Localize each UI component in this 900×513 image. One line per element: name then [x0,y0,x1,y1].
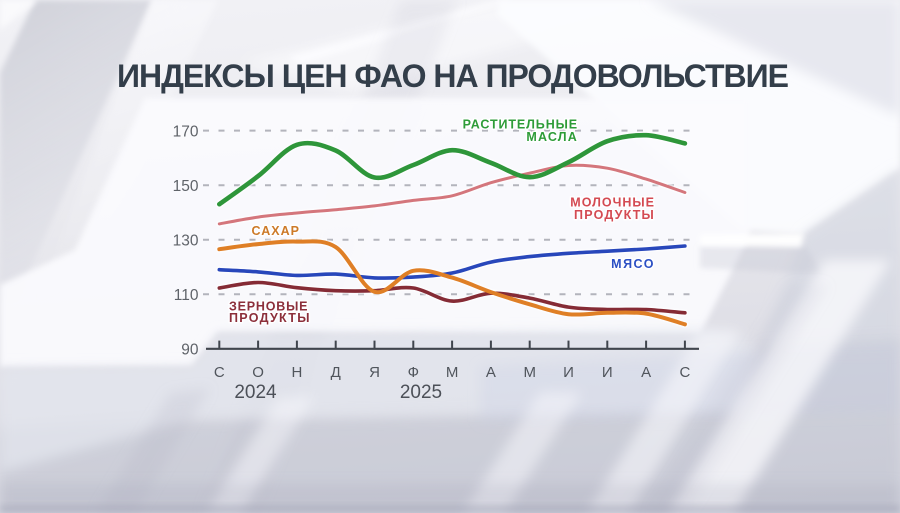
svg-text:М: М [523,364,536,381]
svg-text:150: 150 [173,178,199,195]
svg-text:О: О [252,364,264,381]
svg-text:Ф: Ф [408,364,419,381]
svg-text:С: С [679,364,690,381]
svg-text:Я: Я [369,364,380,381]
svg-text:МЯСО: МЯСО [611,257,655,271]
svg-text:С: С [214,364,225,381]
svg-text:А: А [641,364,651,381]
svg-text:САХАР: САХАР [252,224,300,238]
svg-text:И: И [602,364,613,381]
svg-text:ПРОДУКТЫ: ПРОДУКТЫ [229,311,311,325]
svg-text:РАСТИТЕЛЬНЫЕ: РАСТИТЕЛЬНЫЕ [463,118,578,132]
svg-text:ЗЕРНОВЫЕ: ЗЕРНОВЫЕ [229,300,308,314]
svg-text:130: 130 [173,233,199,250]
svg-text:ПРОДУКТЫ: ПРОДУКТЫ [574,208,655,222]
svg-text:Д: Д [331,364,341,381]
svg-text:И: И [563,364,574,381]
svg-text:90: 90 [181,342,199,359]
svg-text:Н: Н [291,364,302,381]
svg-text:170: 170 [173,124,199,141]
svg-text:2025: 2025 [400,382,442,403]
svg-text:110: 110 [174,287,199,304]
svg-text:2024: 2024 [234,382,277,403]
svg-text:А: А [486,364,496,381]
svg-text:МОЛОЧНЫЕ: МОЛОЧНЫЕ [570,196,655,210]
svg-text:М: М [446,364,459,381]
svg-text:МАСЛА: МАСЛА [526,130,578,144]
